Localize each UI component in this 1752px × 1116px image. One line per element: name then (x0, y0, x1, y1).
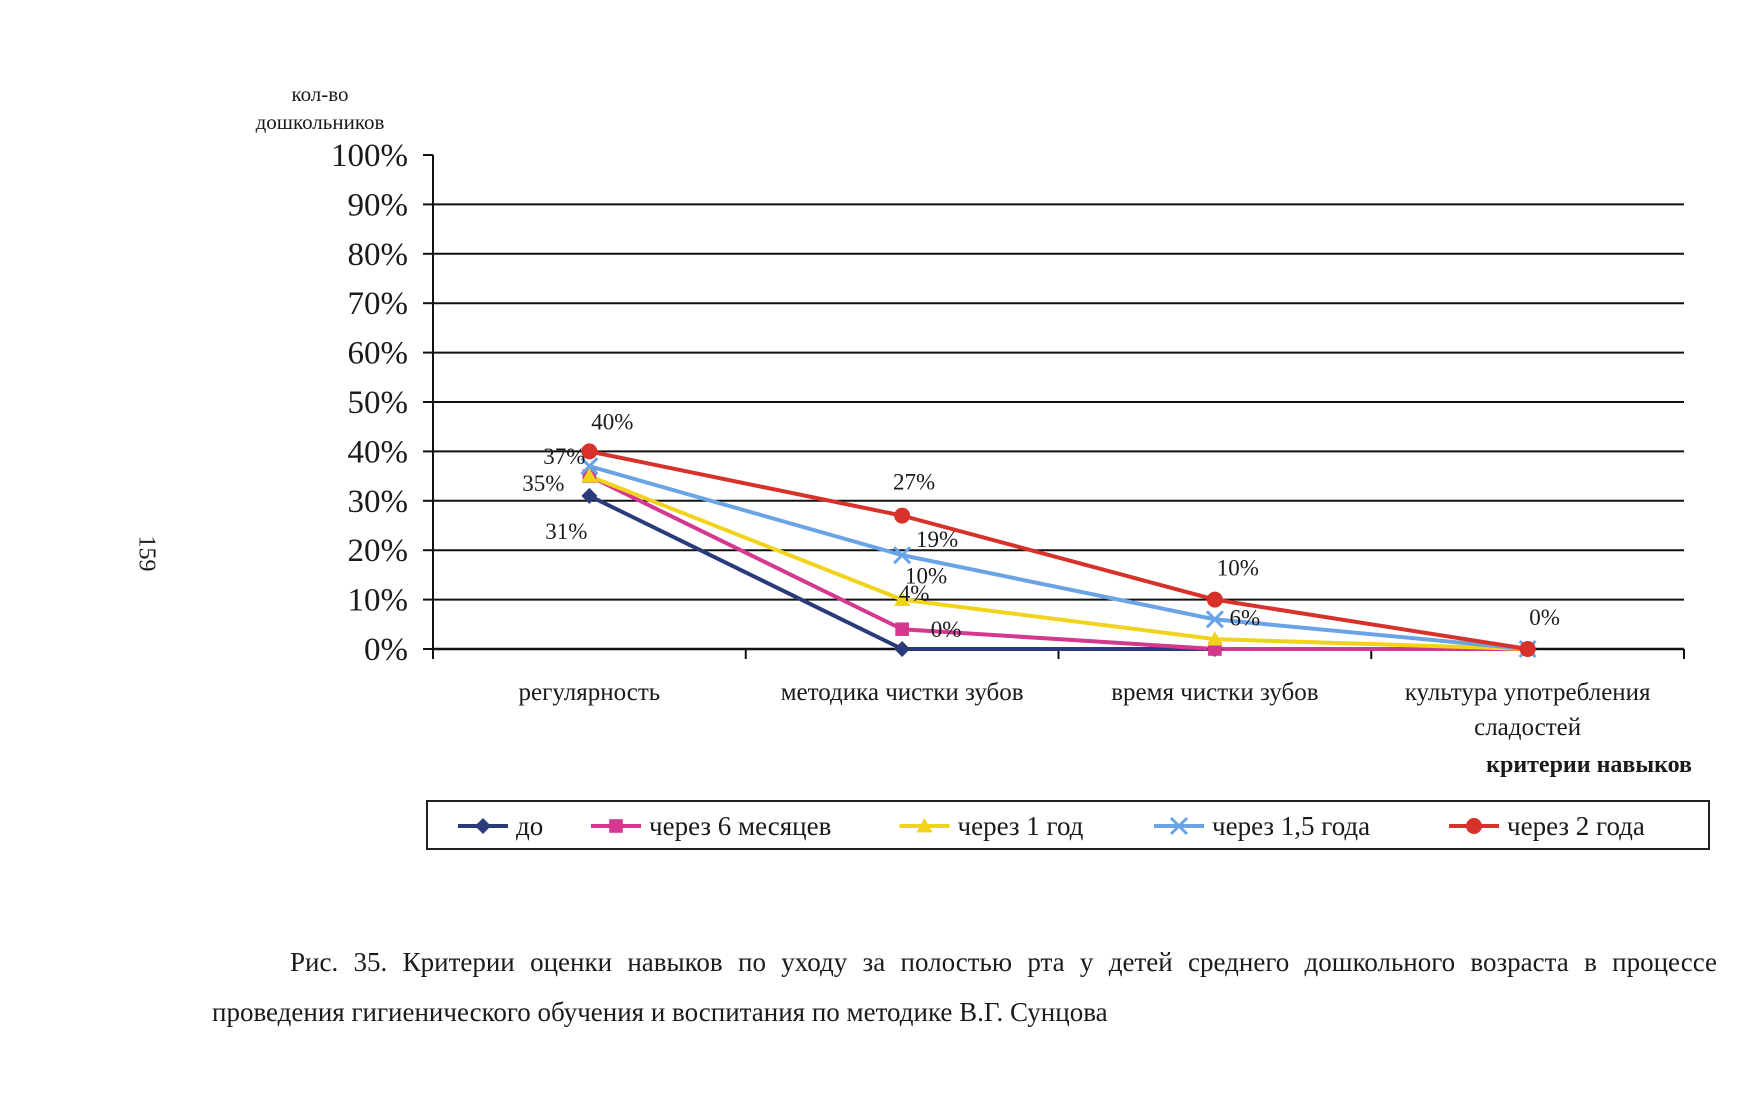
axes (423, 154, 1685, 659)
data-label: 0% (931, 617, 962, 642)
x-axis-title: критерии навыков (1486, 752, 1692, 778)
series-line (588, 474, 1528, 651)
y-tick-label: 40% (348, 434, 409, 470)
data-point (1206, 591, 1223, 608)
data-point (893, 546, 912, 565)
legend-label: до (516, 811, 543, 841)
data-label: 27% (893, 470, 935, 495)
y-tick-label: 20% (348, 533, 409, 569)
data-label: 35% (522, 471, 564, 496)
series-line (588, 464, 1528, 651)
legend-item: через 1,5 года (1154, 811, 1370, 841)
data-point (894, 591, 911, 606)
gridlines (433, 203, 1684, 601)
y-axis-title-line: дошкольников (256, 110, 385, 134)
data-label: 40% (591, 409, 633, 434)
y-tick-label: 50% (348, 385, 409, 421)
series-markers (580, 443, 1537, 659)
data-label: 0% (1529, 605, 1560, 630)
x-tick-label: время чистки зубов (1111, 679, 1318, 706)
series-lines (588, 449, 1528, 651)
x-tick-labels: регулярность методика чистки зубов время ч… (519, 679, 1652, 741)
y-tick-label: 0% (364, 632, 408, 668)
data-point (894, 641, 911, 657)
data-label: 31% (545, 519, 587, 544)
legend-marker (1169, 816, 1189, 836)
legend-marker (916, 818, 933, 833)
y-tick-label: 60% (348, 336, 409, 372)
data-label: 10% (1217, 556, 1259, 581)
x-marker-stroke (1169, 816, 1189, 836)
y-tick-label: 70% (348, 286, 409, 322)
legend-label: через 6 месяцев (649, 811, 831, 841)
series-line (588, 474, 1528, 651)
data-point (1206, 631, 1223, 646)
data-label: 37% (543, 444, 585, 469)
y-tick-label: 80% (348, 237, 409, 273)
data-point (581, 443, 598, 460)
y-tick-label: 10% (348, 583, 409, 619)
figure-caption: Рис. 35. Критерии оценки навыков по уход… (212, 947, 1717, 1027)
data-point (581, 468, 598, 483)
y-axis-title: кол-во дошкольников (256, 82, 385, 134)
data-label: 10% (905, 564, 947, 589)
data-point (894, 507, 911, 524)
legend: до через 6 месяцев через 1 год через 1,5 го… (426, 800, 1710, 850)
y-tick-label: 100% (331, 138, 408, 174)
legend-label: через 1,5 года (1212, 811, 1370, 841)
series-line (588, 449, 1528, 651)
data-point (1519, 641, 1536, 657)
data-labels: 31%0%35%4%10%37%19%6%40%27%10%0% (522, 409, 1560, 642)
data-point (581, 487, 598, 504)
x-tick-label: культура употребления (1405, 679, 1651, 706)
data-point (580, 457, 599, 476)
y-tick-label: 90% (348, 187, 409, 223)
data-label: 4% (899, 581, 930, 606)
legend-item: через 6 месяцев (591, 811, 831, 841)
legend-item: через 1 год (899, 811, 1084, 841)
legend-item: через 2 года (1449, 811, 1645, 841)
x-tick-label: методика чистки зубов (781, 679, 1024, 706)
x-tick-label: сладостей (1474, 714, 1581, 741)
data-label: 19% (916, 527, 958, 552)
legend-label: через 1 год (958, 811, 1084, 841)
x-tick-label: регулярность (519, 679, 661, 706)
y-tick-labels: 0% 10% 20% 30% 40% 50% 60% 70% 80% 90% 100% (331, 138, 408, 668)
x-marker-stroke (893, 546, 912, 565)
legend-marker (1466, 818, 1482, 834)
legend-label: через 2 года (1507, 811, 1645, 841)
x-marker-stroke (580, 457, 599, 476)
legend-item: до (458, 811, 543, 841)
data-point (1205, 610, 1224, 629)
y-axis-title-line: кол-во (291, 82, 348, 106)
legend-marker (475, 818, 491, 834)
data-point (895, 622, 909, 637)
data-point (1208, 642, 1222, 656)
legend-marker (609, 819, 623, 833)
data-label: 6% (1230, 605, 1261, 630)
y-tick-label: 30% (348, 484, 409, 520)
x-marker-stroke (1205, 610, 1224, 629)
